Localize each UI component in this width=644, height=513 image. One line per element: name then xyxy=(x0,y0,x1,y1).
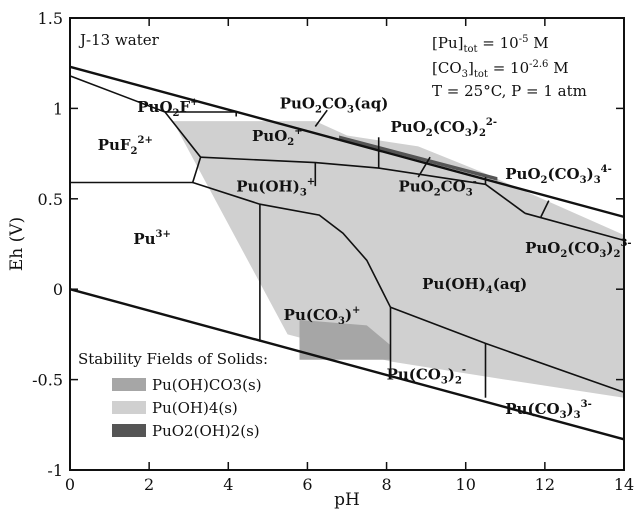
leader-line-0 xyxy=(314,109,328,127)
field-label-12: Pu(CO3)2- xyxy=(387,365,467,387)
leader-line-2 xyxy=(540,200,550,218)
y-tick-label: 0 xyxy=(53,280,63,299)
boundary-line-11 xyxy=(524,212,625,242)
x-axis-title: pH xyxy=(334,490,360,509)
legend: Stability Fields of Solids: Pu(OH)CO3(s)… xyxy=(78,350,268,440)
legend-label-puo2oh2: PuO2(OH)2(s) xyxy=(152,422,260,440)
field-label-11: Pu(CO3)+ xyxy=(284,305,361,327)
legend-swatch-puo2oh2 xyxy=(112,424,146,437)
field-label-9: PuO2(CO3)23- xyxy=(525,238,632,260)
boundary-line-8 xyxy=(259,203,392,308)
legend-label-puoh4: Pu(OH)4(s) xyxy=(152,399,238,417)
x-tick-label: 12 xyxy=(535,475,555,494)
solid-field-1 xyxy=(299,319,391,360)
water-label: J-13 water xyxy=(78,31,160,49)
plot-frame xyxy=(69,17,625,471)
solid-field-0 xyxy=(172,121,624,398)
x-tick-label: 0 xyxy=(65,475,75,494)
x-tick-label: 14 xyxy=(614,475,634,494)
legend-title: Stability Fields of Solids: xyxy=(78,350,268,368)
field-label-7: PuO2CO3- xyxy=(398,177,476,199)
y-tick-label: -1 xyxy=(47,461,63,480)
co3-total-condition: [CO3]tot = 10-2.6 M xyxy=(432,59,569,80)
y-tick-label: 1 xyxy=(53,99,63,118)
field-label-6: Pu(OH)3+ xyxy=(236,177,315,199)
y-tick-label: 1.5 xyxy=(38,9,63,28)
field-label-4: PuO2(CO3)22- xyxy=(391,117,498,139)
legend-swatch-puoh4 xyxy=(112,401,146,414)
y-tick-label: 0.5 xyxy=(38,190,63,209)
field-label-3: PuO2+ xyxy=(252,126,303,148)
boundary-line-10 xyxy=(485,183,526,214)
y-tick-label: -0.5 xyxy=(32,371,63,390)
pu-total-condition: [Pu]tot = 10-5 M xyxy=(432,34,549,55)
temperature-pressure-condition: T = 25°C, P = 1 atm xyxy=(432,82,587,100)
water-lower-limit xyxy=(69,288,625,441)
x-tick-label: 2 xyxy=(144,475,154,494)
field-label-1: PuO2CO3(aq) xyxy=(280,94,389,115)
boundary-line-4 xyxy=(200,156,486,186)
water-upper-limit xyxy=(69,65,625,219)
field-label-10: Pu(OH)4(aq) xyxy=(422,275,527,296)
field-label-0: PuO2F+ xyxy=(137,97,198,119)
leader-line-1 xyxy=(417,156,431,178)
x-tick-label: 6 xyxy=(302,475,312,494)
x-tick-label: 10 xyxy=(456,475,476,494)
x-tick-label: 8 xyxy=(381,475,391,494)
field-label-5: PuO2(CO3)34- xyxy=(505,164,612,186)
field-label-13: Pu(CO3)33- xyxy=(505,399,591,421)
x-tick-label: 4 xyxy=(223,475,233,494)
field-label-8: Pu3+ xyxy=(133,229,171,248)
y-axis-title: Eh (V) xyxy=(7,217,27,271)
legend-label-puohco3: Pu(OH)CO3(s) xyxy=(152,376,262,394)
legend-swatch-puohco3 xyxy=(112,378,146,391)
field-label-2: PuF22+ xyxy=(98,135,153,157)
